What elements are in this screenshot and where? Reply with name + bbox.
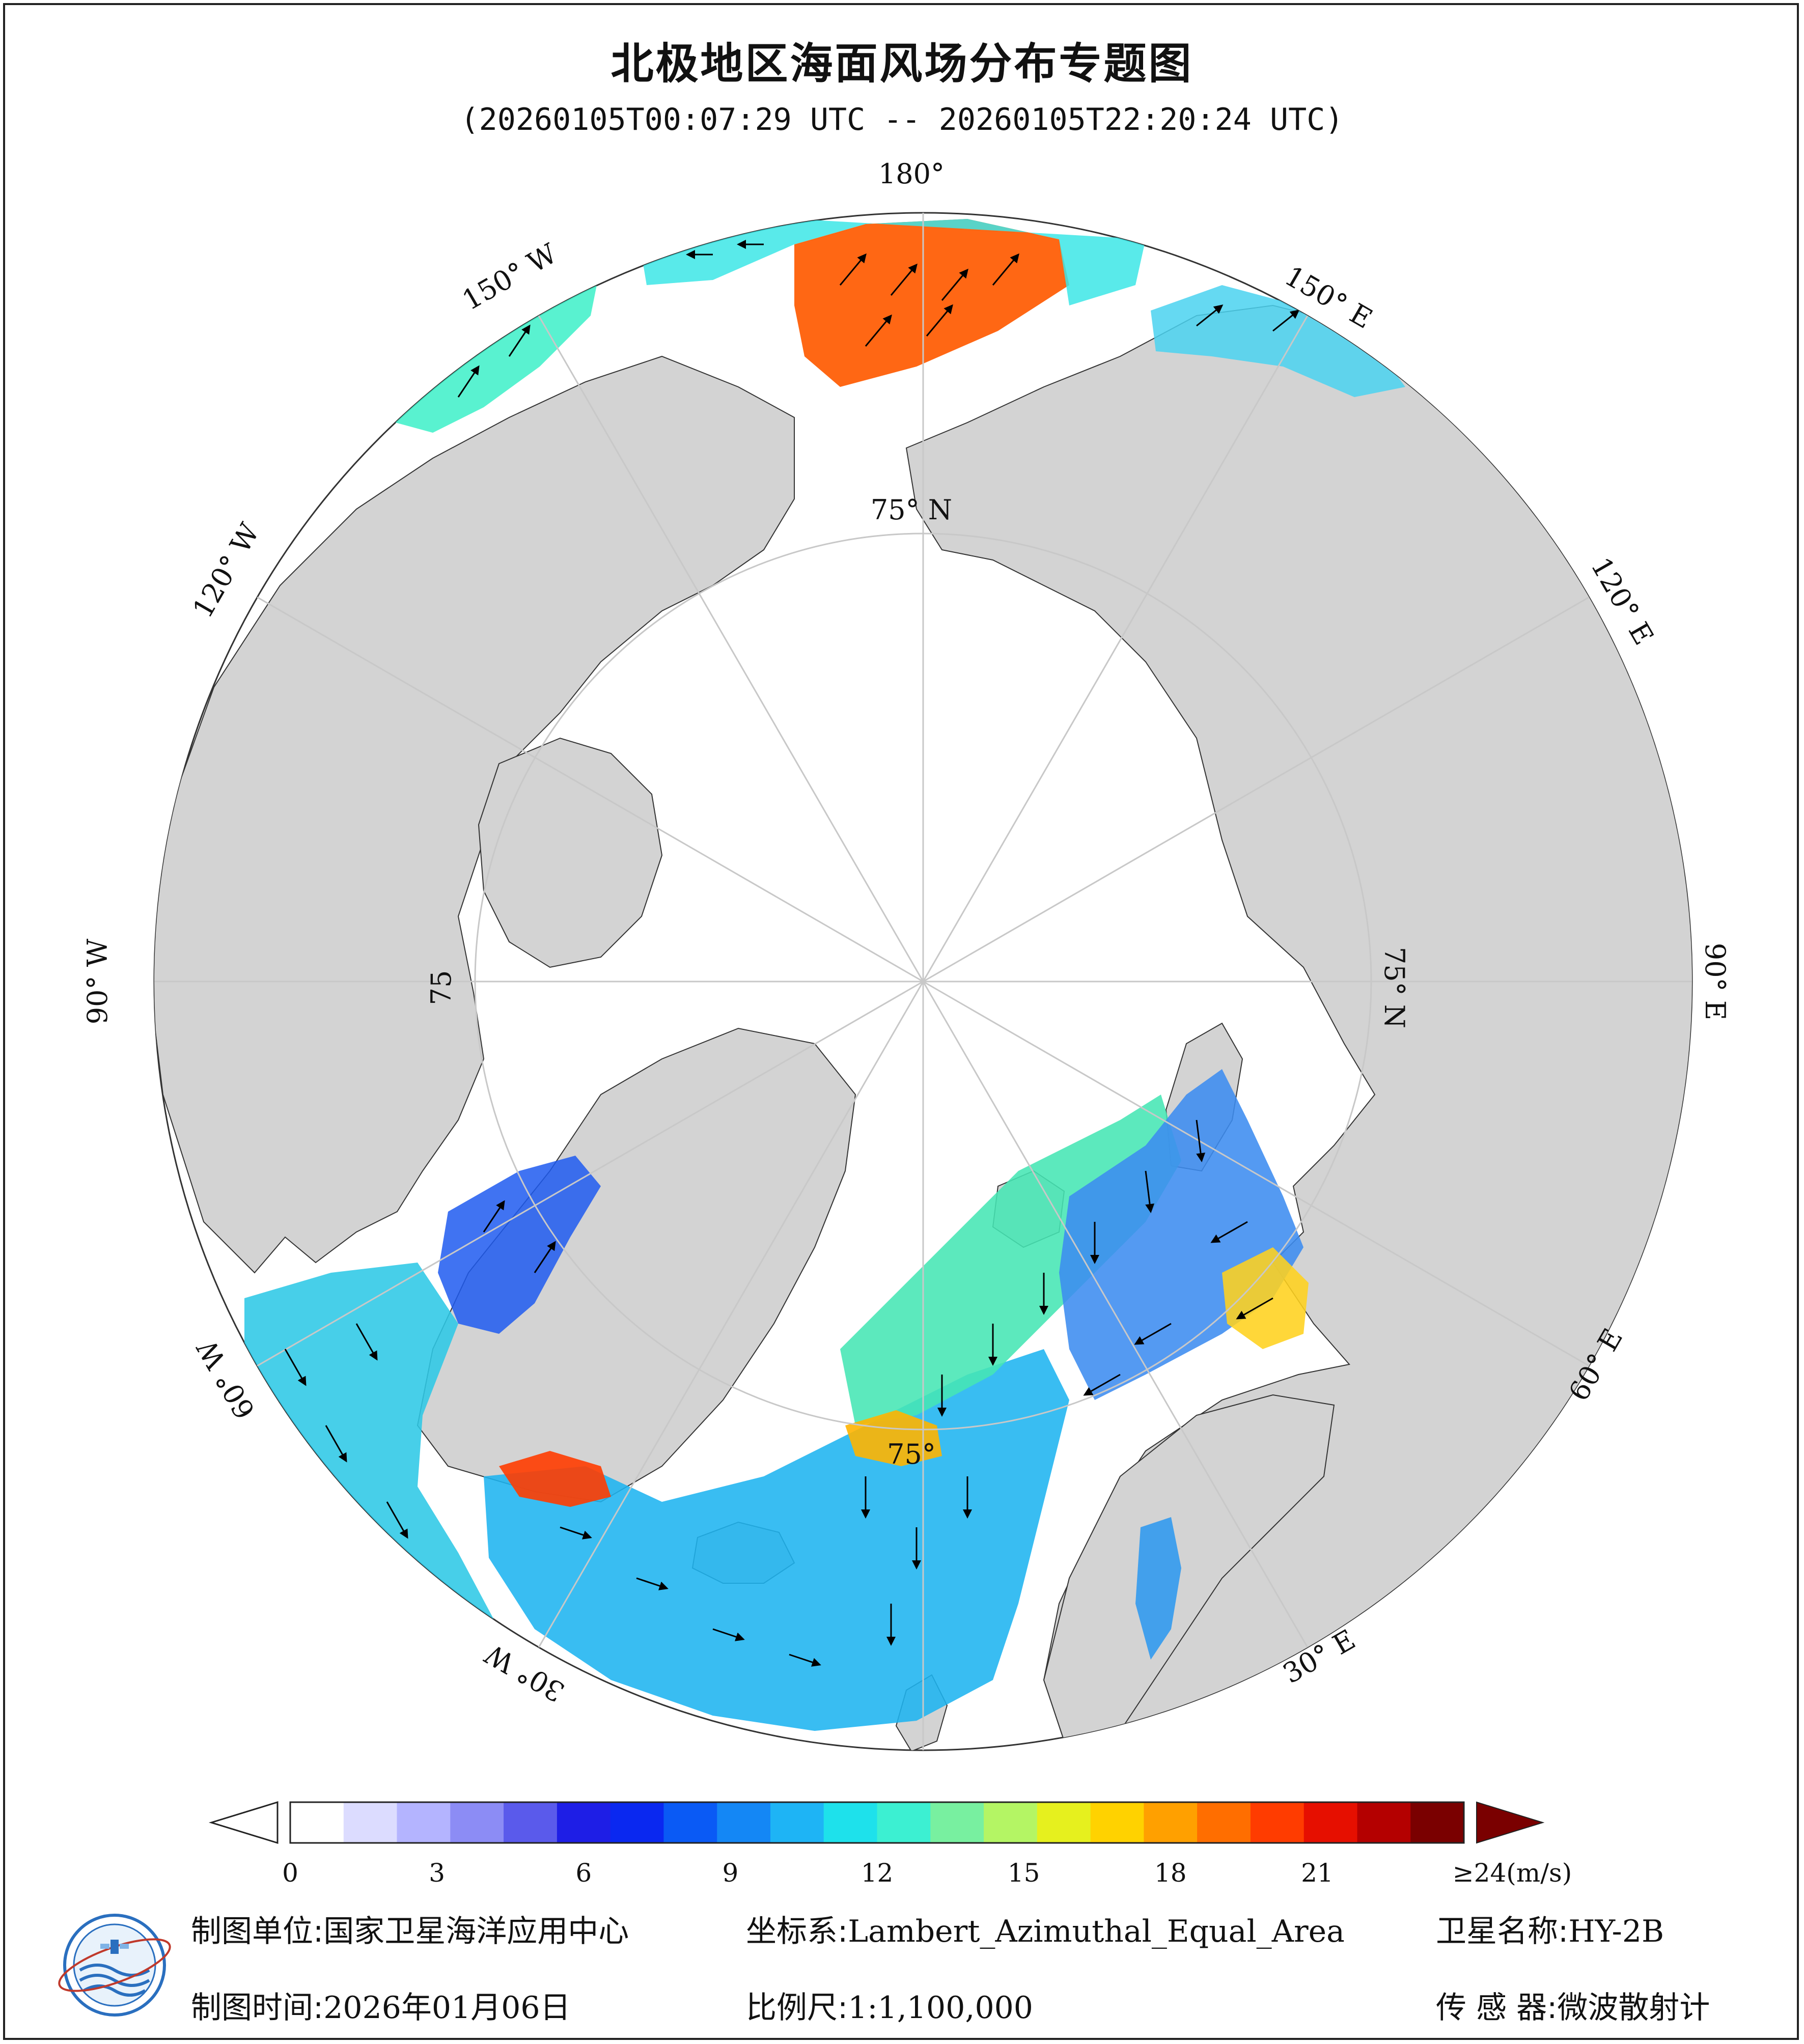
parallel-label-bottom: 75° (887, 1438, 936, 1470)
parallel-label-left: 75 (425, 970, 457, 1005)
colorbar-tick-label: 9 (722, 1858, 739, 1888)
colorbar-cell (770, 1802, 824, 1843)
nsoas-logo (58, 1914, 171, 2017)
wind-swath-baffin (438, 1156, 601, 1334)
colorbar-cell (610, 1802, 664, 1843)
footer-coord: 坐标系:Lambert_Azimuthal_Equal_Area (746, 1907, 1345, 1951)
footer-time: 制图时间:2026年01月06日 (191, 1983, 571, 2027)
footer-sensor-value: 微波散射计 (1557, 1990, 1710, 2026)
wind-swath-bering-edge (642, 219, 1146, 305)
parallel-label-right: 75° N (1378, 947, 1410, 1028)
colorbar-cell (1303, 1802, 1358, 1843)
footer-unit-label: 制图单位: (191, 1914, 324, 1949)
land-canadian-archipelago (478, 737, 663, 968)
colorbar-cell (1197, 1802, 1251, 1843)
colorbar-cell (450, 1802, 504, 1843)
footer-unit: 制图单位:国家卫星海洋应用中心 (191, 1907, 629, 1951)
footer-unit-value: 国家卫星海洋应用中心 (323, 1914, 629, 1949)
colorbar-tick-label: 18 (1154, 1858, 1187, 1888)
colorbar-cell (984, 1802, 1038, 1843)
colorbar-tick-label: 3 (429, 1858, 446, 1888)
colorbar-tick-label: ≥24(m/s) (1452, 1858, 1572, 1888)
footer-coord-label: 坐标系: (746, 1914, 848, 1949)
wind-swath-greenland-sea (840, 1095, 1181, 1425)
land-north-america (154, 355, 795, 1274)
map-frame (3, 3, 1799, 2040)
polar-wind-map: 180° 150° E 120° E 90° E 60° E 30° E 0° … (81, 158, 1731, 1756)
colorbar-border (289, 1801, 1465, 1844)
colorbar-cell (823, 1802, 878, 1843)
colorbar-cell (397, 1802, 451, 1843)
colorbar-tick-label: 21 (1301, 1858, 1334, 1888)
wind-arrows (284, 240, 1300, 1667)
colorbar-cell (1357, 1802, 1411, 1843)
colorbar-cell (717, 1802, 771, 1843)
colorbar-high-extend (1476, 1801, 1545, 1844)
meridian-label-150w: 150° W (457, 237, 563, 317)
meridian-label-90e: 90° E (1699, 943, 1731, 1020)
colorbar-cells (289, 1801, 1465, 1844)
colorbar-tick-label: 0 (282, 1858, 298, 1888)
footer-sensor: 传 感 器:微波散射计 (1436, 1983, 1710, 2027)
colorbar-low-extend (208, 1801, 279, 1844)
colorbar-cell (504, 1802, 558, 1843)
footer-time-label: 制图时间: (191, 1990, 324, 2026)
wind-swath-barents-strong (1222, 1247, 1309, 1349)
colorbar-tick-label: 12 (861, 1858, 894, 1888)
time-range-subtitle: (20260105T00:07:29 UTC -- 20260105T22:20… (460, 102, 1344, 137)
meridian-label-90w: 90° W (81, 938, 114, 1024)
footer-sat-label: 卫星名称: (1436, 1914, 1569, 1949)
footer-time-value: 2026年01月06日 (323, 1990, 571, 2026)
colorbar-tick-label: 6 (575, 1858, 592, 1888)
colorbar (208, 1801, 1545, 1844)
colorbar-cell (663, 1802, 717, 1843)
footer-sat-value: HY-2B (1568, 1914, 1664, 1949)
footer-coord-value: Lambert_Azimuthal_Equal_Area (848, 1914, 1345, 1949)
colorbar-cell (343, 1802, 398, 1843)
wind-swath-labrador (244, 1263, 535, 1705)
colorbar-cell (1250, 1802, 1305, 1843)
footer-scale-label: 比例尺: (746, 1990, 848, 2026)
colorbar-tick-label: 15 (1007, 1858, 1040, 1888)
wind-swath-baltic (1135, 1517, 1181, 1660)
colorbar-cell (1410, 1802, 1464, 1843)
colorbar-cell (1037, 1802, 1091, 1843)
meridian-label-180: 180° (878, 158, 945, 190)
colorbar-cell (877, 1802, 931, 1843)
graticule (154, 213, 1692, 1750)
colorbar-cell (1090, 1802, 1144, 1843)
colorbar-cell (290, 1802, 344, 1843)
footer-scale-value: 1:1,100,000 (848, 1990, 1033, 2026)
colorbar-cell (1144, 1802, 1198, 1843)
map-title: 北极地区海面风场分布专题图 (610, 39, 1194, 89)
footer-sensor-label: 传 感 器: (1436, 1990, 1558, 2026)
colorbar-cell (930, 1802, 984, 1843)
footer-scale: 比例尺:1:1,100,000 (746, 1983, 1033, 2027)
wind-swath-irminger-strong (499, 1451, 611, 1507)
parallel-label-top: 75° N (871, 494, 952, 526)
meridian-label-0: 0° (907, 1754, 938, 1756)
wind-swath-norwegian-strong (845, 1410, 942, 1466)
colorbar-cell (557, 1802, 611, 1843)
footer-sat: 卫星名称:HY-2B (1436, 1907, 1664, 1951)
